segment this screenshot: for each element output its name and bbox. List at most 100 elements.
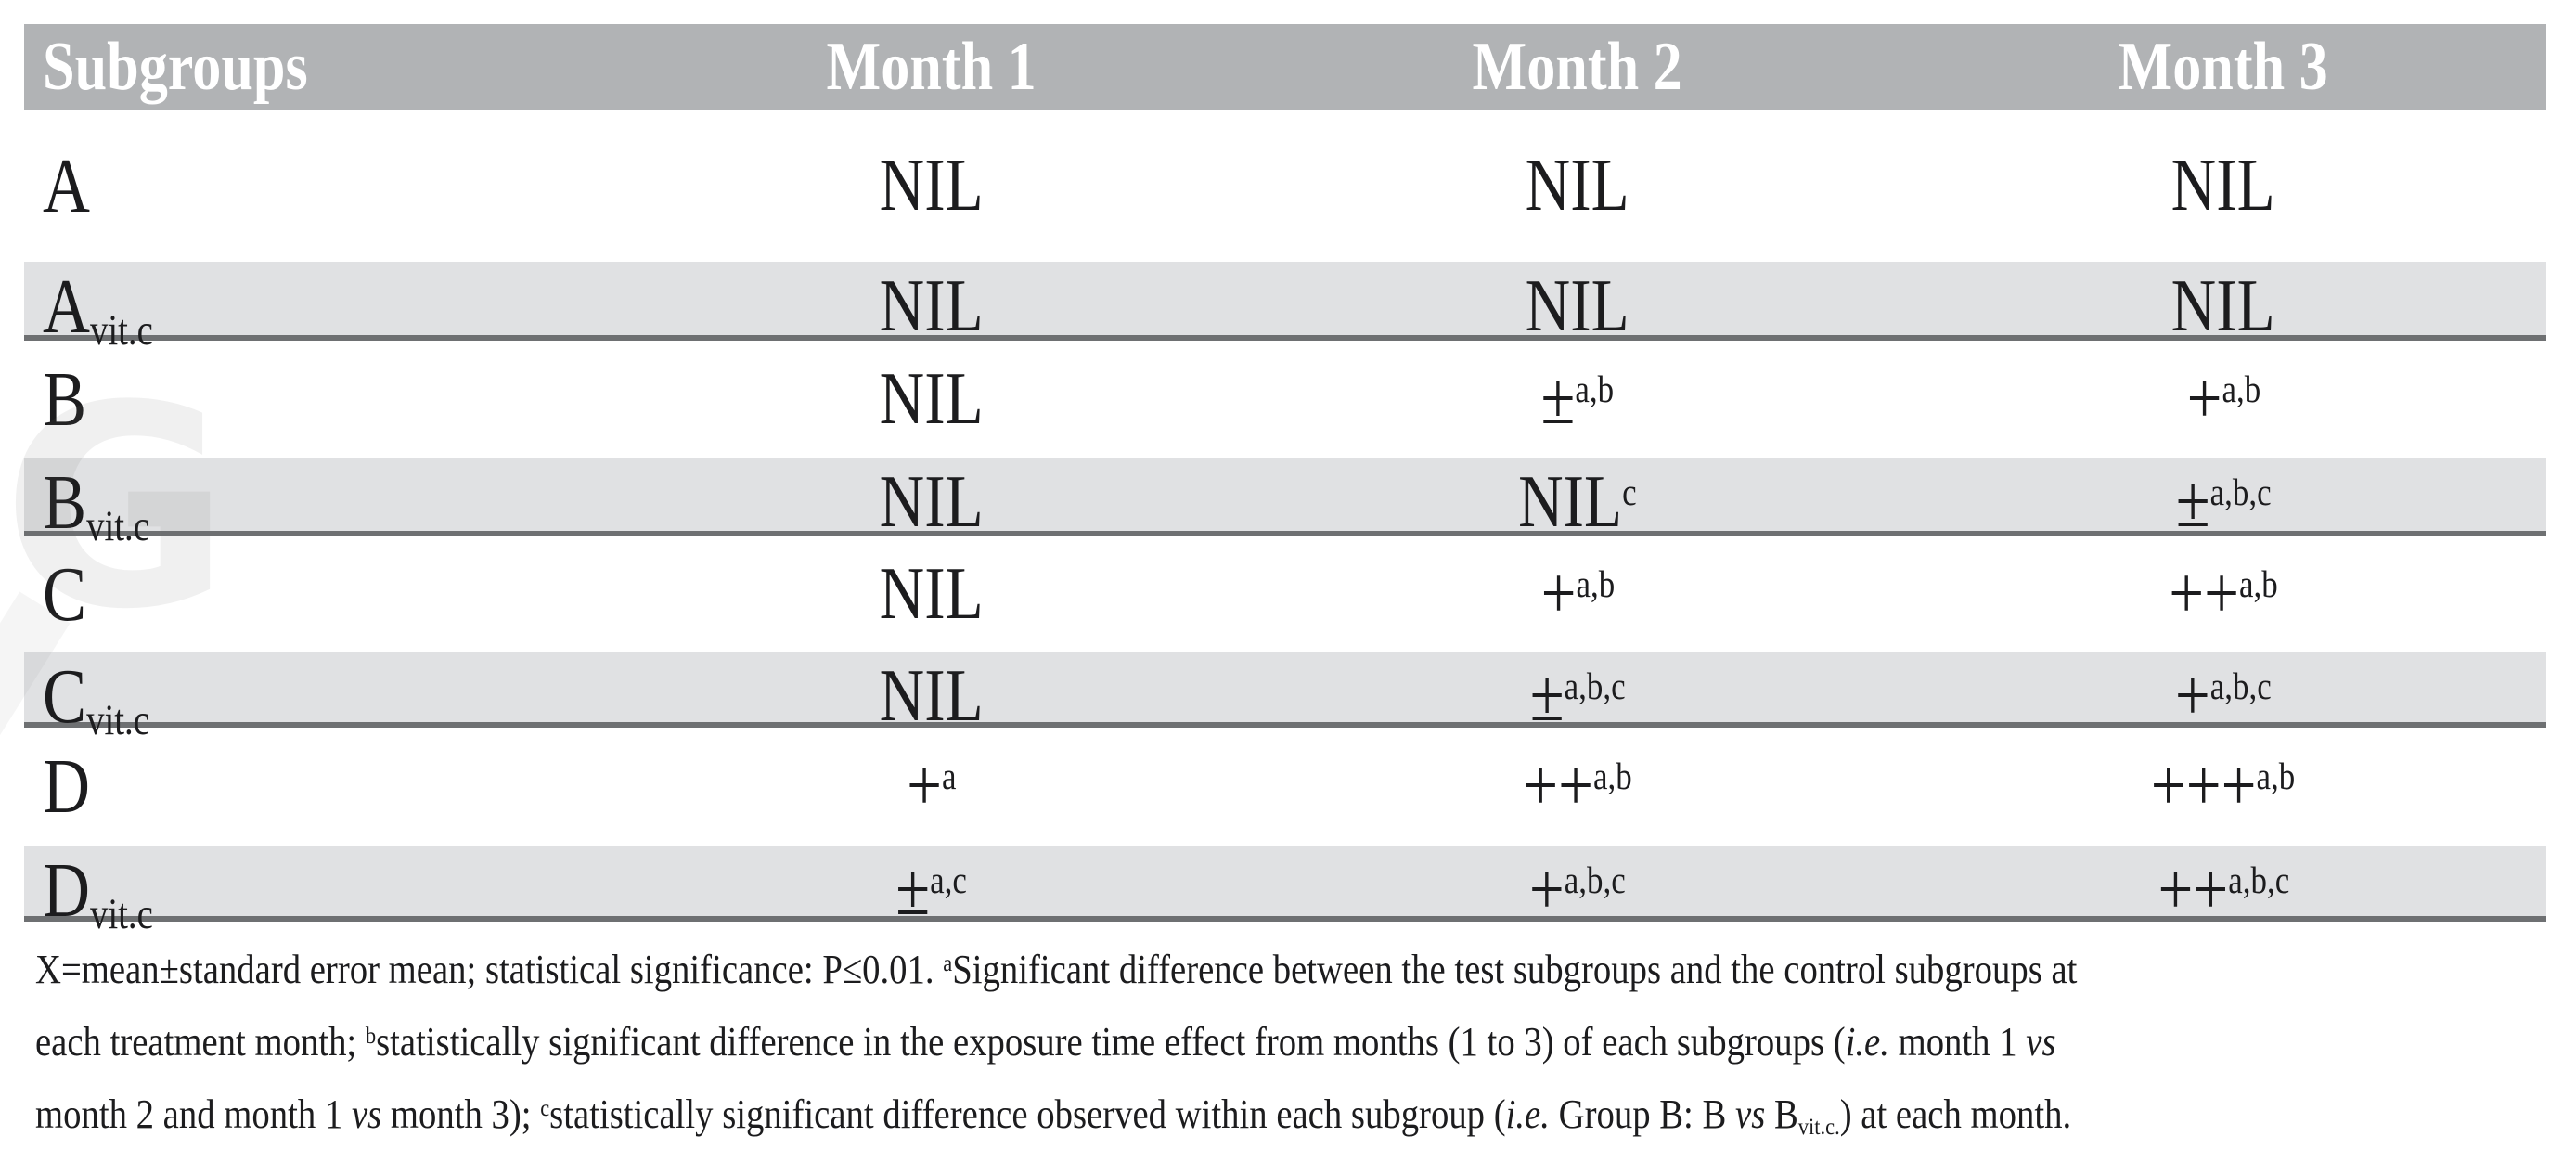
cell-month-2: NILc [1255, 460, 1900, 545]
cell-value: + [907, 745, 943, 827]
footnote-text: statistically significant difference in … [376, 1019, 1846, 1065]
cell-value: + [2175, 655, 2210, 737]
cell-month-3: NIL [1900, 265, 2546, 349]
cell-superscript: a,b [1593, 755, 1632, 798]
cell-month-1: NIL [609, 654, 1255, 739]
cell-superscript: a,b,c [2209, 471, 2272, 514]
footnote-italic: vs [1735, 1091, 1766, 1137]
column-header-month-3-text: Month 3 [2118, 29, 2329, 105]
cell-value: ± [1529, 655, 1565, 737]
cell-month-3: +++a,b [1900, 744, 2546, 829]
cell-month-3: ++a,b,c [1900, 848, 2546, 933]
cell-value: NIL [1518, 461, 1623, 543]
cell-value: ++ [2169, 552, 2240, 635]
cell-superscript: a,b,c [2227, 859, 2289, 902]
cell-superscript: a,b [2239, 562, 2278, 605]
column-header-subgroups-text: Subgroups [43, 29, 308, 105]
table-footnote: X=mean±standard error mean; statistical … [35, 936, 2546, 1154]
cell-superscript: a,b,c [2209, 665, 2272, 708]
cell-month-1: NIL [609, 357, 1255, 442]
cell-value: NIL [880, 552, 984, 635]
footnote-text: Group B: B [1549, 1091, 1736, 1137]
cell-value: ± [895, 849, 931, 931]
cell-value: NIL [1526, 145, 1629, 226]
subgroups-table: Subgroups Month 1 Month 2 Month 3 A NIL … [24, 24, 2546, 937]
cell-superscript: a [942, 755, 957, 798]
footnote-text: month 3); [381, 1091, 541, 1137]
row-label-subscript: vit.c [86, 695, 149, 743]
column-header-month-3: Month 3 [1900, 28, 2546, 107]
cell-value: +++ [2151, 745, 2257, 827]
cell-superscript: a,b [1576, 562, 1615, 605]
footnote-superscript-c: c [540, 1094, 550, 1122]
column-header-month-2-text: Month 2 [1472, 29, 1683, 105]
cell-value: NIL [880, 655, 984, 737]
row-label-subscript: vit.c [89, 889, 153, 937]
table-row-a-vitc: Avit.c NIL NIL NIL [24, 262, 2546, 354]
cell-month-1: NIL [609, 552, 1255, 637]
footnote-line-2: each treatment month; bstatistically sig… [35, 1009, 2245, 1081]
footnote-text: statistically significant difference obs… [549, 1091, 1506, 1137]
cell-month-2: ±a,b,c [1255, 654, 1900, 739]
cell-month-1: ±a,c [609, 848, 1255, 933]
cell-month-2: +a,b,c [1255, 848, 1900, 933]
footnote-text: month 2 and month 1 [35, 1091, 352, 1137]
footnote-superscript-b: b [365, 1022, 377, 1050]
row-label: B [24, 355, 609, 445]
cell-value: ++ [2157, 849, 2228, 931]
cell-month-1: NIL [609, 144, 1255, 228]
cell-value: NIL [880, 357, 984, 440]
cell-month-3: ±a,b,c [1900, 460, 2546, 545]
row-label: A [24, 141, 609, 231]
table-row-d-vitc: Dvit.c ±a,c +a,b,c ++a,b,c [24, 846, 2546, 937]
cell-month-1: NIL [609, 460, 1255, 545]
row-label: D [24, 742, 609, 832]
cell-value: + [1540, 552, 1577, 635]
cell-superscript: a,b [2256, 755, 2296, 798]
cell-month-3: ++a,b [1900, 552, 2546, 637]
footnote-line-3: month 2 and month 1 vs month 3); cstatis… [35, 1081, 2245, 1154]
row-label-base: B [43, 459, 87, 546]
row-label: Dvit.c [24, 846, 609, 937]
cell-value: NIL [2171, 265, 2275, 347]
row-label: Avit.c [24, 262, 609, 354]
cell-month-1: +a [609, 744, 1255, 829]
table-row-b-vitc: Bvit.c NIL NILc ±a,b,c [24, 458, 2546, 549]
cell-value: + [2186, 357, 2222, 440]
cell-value: ++ [1523, 745, 1594, 827]
row-label: Cvit.c [24, 652, 609, 743]
cell-value: ± [1540, 357, 1576, 440]
row-label-subscript: vit.c [86, 501, 149, 549]
cell-month-2: +a,b [1255, 552, 1900, 637]
footnote-italic: vs [351, 1091, 382, 1137]
cell-value: NIL [880, 265, 984, 347]
column-header-subgroups: Subgroups [24, 28, 609, 107]
cell-superscript: a,b [2222, 367, 2260, 410]
row-label-base: D [43, 743, 90, 830]
footnote-line-1: X=mean±standard error mean; statistical … [35, 936, 2245, 1009]
row-label-base: A [43, 143, 90, 229]
table-header-row: Subgroups Month 1 Month 2 Month 3 [24, 24, 2546, 110]
footnote-italic: i.e. [1845, 1019, 1889, 1065]
cell-month-3: +a,b,c [1900, 654, 2546, 739]
row-label-base: C [43, 550, 87, 638]
column-header-month-1: Month 1 [609, 28, 1255, 107]
cell-superscript: a,b,c [1564, 665, 1626, 708]
cell-value: NIL [1526, 265, 1629, 347]
column-header-month-1-text: Month 1 [826, 29, 1037, 105]
table-row-a: A NIL NIL NIL [24, 110, 2546, 262]
cell-value: NIL [880, 461, 984, 543]
footnote-superscript-a: a [943, 949, 953, 977]
cell-month-2: ++a,b [1255, 744, 1900, 829]
footnote-text: B [1765, 1091, 1798, 1137]
table-row-c: C NIL +a,b ++a,b [24, 536, 2546, 652]
footnote-text: each treatment month; [35, 1019, 366, 1065]
cell-superscript: a,c [930, 859, 968, 902]
row-label-base: D [43, 847, 90, 934]
footnote-text: ) at each month. [1839, 1091, 2072, 1137]
row-label-base: C [43, 653, 87, 740]
row-label-base: A [43, 264, 90, 350]
footnote-text: X=mean±standard error mean; statistical … [35, 947, 944, 992]
cell-value: ± [2175, 461, 2210, 543]
